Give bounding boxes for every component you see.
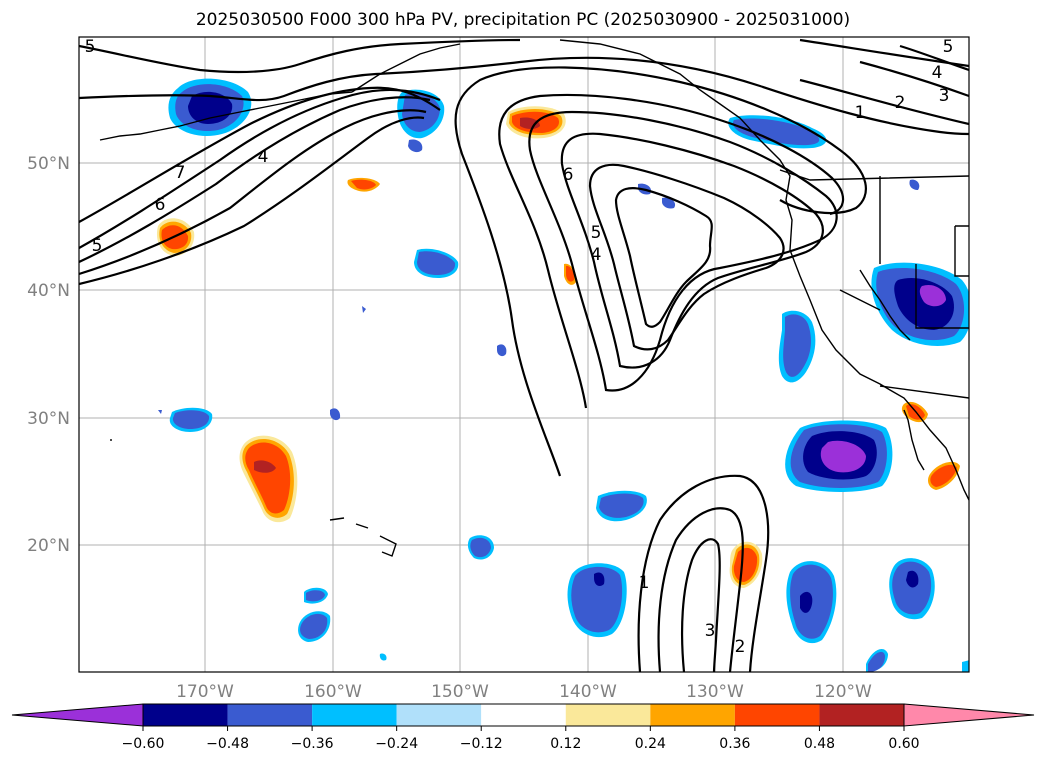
pv-contour-labels: 5 6 7 4 5 6 5 4 5 4 3 2 1 1 3 2 [85,37,954,657]
lat-label-20n: 20°N [27,536,70,556]
colorbar-extend-high [903,703,1035,727]
colorbar-segment [227,704,313,726]
map-panel: 5 6 7 4 5 6 5 4 5 4 3 2 1 1 3 2 [78,36,970,673]
colorbar-segment [650,704,735,726]
contour-label-4-west: 4 [258,147,269,167]
contour-label-6-central: 6 [563,165,574,185]
lon-label-120w: 120°W [814,682,872,702]
latitude-labels: 50°N 40°N 30°N 20°N [27,154,70,556]
map-frame [78,36,970,673]
coastlines [99,39,969,557]
colorbar-tick-label: 0.24 [635,736,666,752]
contour-label-1-northeast: 1 [855,103,866,123]
contour-label-3-northeast: 3 [939,86,950,106]
gridlines [79,37,969,672]
colorbar-segment [734,704,820,726]
colorbar-tick-label: 0.36 [719,736,750,752]
colorbar-frame [142,703,905,727]
colorbar-tick-label: −0.24 [375,736,418,752]
colorbar-tick-label: 0.48 [804,736,835,752]
contour-label-1-south: 1 [639,573,650,593]
lon-label-150w: 150°W [431,682,489,702]
colorbar-extend-low [11,703,144,727]
lat-label-30n: 30°N [27,409,70,429]
lon-label-130w: 130°W [686,682,744,702]
negative-precip-anomalies [158,78,969,672]
colorbar-tick-label: −0.60 [122,736,165,752]
contour-label-6-west: 6 [155,195,166,215]
contour-label-2-south: 2 [735,637,746,657]
contour-label-4-northeast: 4 [932,63,943,83]
longitude-labels: 170°W 160°W 150°W 140°W 130°W 120°W [176,682,872,702]
lon-label-160w: 160°W [304,682,362,702]
colorbar-segment [312,704,397,726]
pv-contours [79,38,969,672]
contour-label-5-west: 5 [92,236,103,256]
colorbar-segment [481,704,566,726]
lat-label-50n: 50°N [27,154,70,174]
colorbar: −0.60 −0.48 −0.36 −0.24 −0.12 0.12 0.24 0.36 0.4… [11,703,1035,752]
contour-label-2-northeast: 2 [895,93,906,113]
contour-label-5-northwest: 5 [85,37,96,57]
colorbar-tick-label: −0.12 [460,736,503,752]
lon-label-170w: 170°W [176,682,234,702]
colorbar-segment [565,704,651,726]
colorbar-segment [143,704,228,726]
colorbar-segment [819,704,904,726]
colorbar-segment [396,704,482,726]
colorbar-tick-label: 0.12 [550,736,581,752]
lon-label-140w: 140°W [559,682,617,702]
colorbar-tick-label: 0.60 [888,736,919,752]
colorbar-tick-label: −0.36 [291,736,334,752]
colorbar-tick-label: −0.48 [206,736,249,752]
figure-title: 2025030500 F000 300 hPa PV, precipitatio… [196,10,850,30]
contour-label-5-central: 5 [591,223,602,243]
contour-label-5-northeast: 5 [943,37,954,57]
contour-label-7-west: 7 [175,163,186,183]
lat-label-40n: 40°N [27,281,70,301]
contour-label-4-central: 4 [591,245,602,265]
contour-label-3-south: 3 [705,621,716,641]
